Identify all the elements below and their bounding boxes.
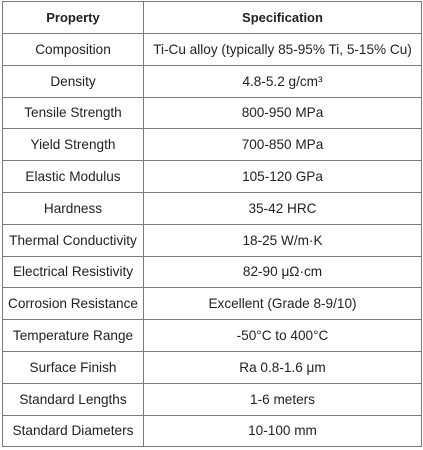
table-row: Yield Strength 700-850 MPa <box>2 128 422 162</box>
property-cell: Standard Lengths <box>2 382 144 416</box>
property-cell: Standard Diameters <box>2 414 144 448</box>
property-cell: Elastic Modulus <box>2 160 144 193</box>
table-row: Thermal Conductivity 18-25 W/m·K <box>2 223 422 257</box>
property-cell: Composition <box>2 33 144 66</box>
specification-cell: Excellent (Grade 8-9/10) <box>143 287 422 321</box>
specification-cell: Ti-Cu alloy (typically 85-95% Ti, 5-15% … <box>143 33 422 66</box>
table-row: Elastic Modulus 105-120 GPa <box>2 160 422 193</box>
table-row: Standard Lengths 1-6 meters <box>2 382 422 416</box>
table-row: Standard Diameters 10-100 mm <box>2 414 422 448</box>
specification-cell: 700-850 MPa <box>143 128 422 162</box>
property-cell: Density <box>2 64 144 98</box>
property-cell: Corrosion Resistance <box>2 287 144 321</box>
specification-cell: 18-25 W/m·K <box>143 223 422 257</box>
header-row: Property Specification <box>2 1 422 34</box>
property-column-header: Property <box>2 1 144 34</box>
property-cell: Electrical Resistivity <box>2 255 144 289</box>
table-row: Temperature Range -50°C to 400°C <box>2 319 422 352</box>
specification-cell: 35-42 HRC <box>143 191 422 225</box>
table-row: Surface Finish Ra 0.8-1.6 μm <box>2 350 422 384</box>
property-cell: Hardness <box>2 191 144 225</box>
table-row: Corrosion Resistance Excellent (Grade 8-… <box>2 287 422 321</box>
property-cell: Tensile Strength <box>2 96 144 130</box>
property-cell: Thermal Conductivity <box>2 223 144 257</box>
specification-cell: 1-6 meters <box>143 382 422 416</box>
specification-cell: 10-100 mm <box>143 414 422 448</box>
table-row: Tensile Strength 800-950 MPa <box>2 96 422 130</box>
property-cell: Yield Strength <box>2 128 144 162</box>
specification-cell: Ra 0.8-1.6 μm <box>143 350 422 384</box>
specification-column-header: Specification <box>143 1 422 34</box>
specification-cell: -50°C to 400°C <box>143 319 422 352</box>
table-row: Density 4.8-5.2 g/cm³ <box>2 64 422 98</box>
property-cell: Surface Finish <box>2 350 144 384</box>
specification-cell: 800-950 MPa <box>143 96 422 130</box>
specification-cell: 105-120 GPa <box>143 160 422 193</box>
table-row: Composition Ti-Cu alloy (typically 85-95… <box>2 33 422 66</box>
specification-cell: 82-90 μΩ·cm <box>143 255 422 289</box>
table-row: Hardness 35-42 HRC <box>2 191 422 225</box>
specification-cell: 4.8-5.2 g/cm³ <box>143 64 422 98</box>
table-row: Electrical Resistivity 82-90 μΩ·cm <box>2 255 422 289</box>
property-cell: Temperature Range <box>2 319 144 352</box>
